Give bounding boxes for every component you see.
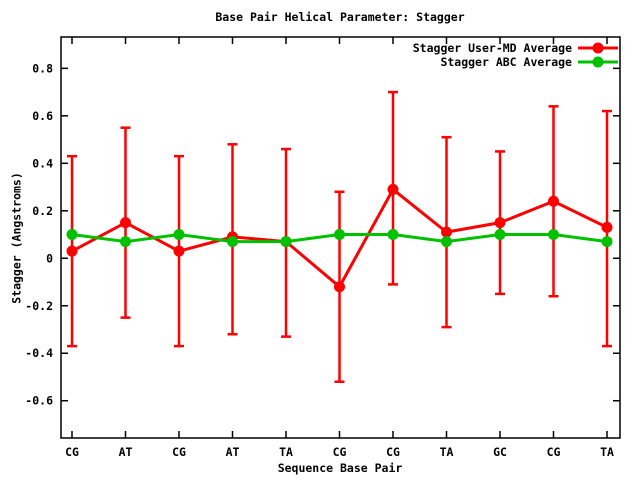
y-tick-label: -0.4 bbox=[25, 346, 53, 360]
data-point-series-1 bbox=[120, 236, 131, 248]
data-point-series-0 bbox=[601, 221, 613, 233]
x-category-label: TA bbox=[440, 445, 454, 459]
data-point-series-0 bbox=[548, 195, 559, 207]
x-category-label: TA bbox=[279, 445, 293, 459]
legend-label: Stagger User-MD Average bbox=[413, 41, 572, 55]
data-point-series-1 bbox=[601, 236, 613, 248]
legend-label: Stagger ABC Average bbox=[440, 55, 572, 69]
chart-title: Base Pair Helical Parameter: Stagger bbox=[215, 10, 465, 24]
y-tick-label: 0.4 bbox=[32, 156, 53, 170]
x-category-label: GC bbox=[493, 445, 507, 459]
y-tick-label: 0.6 bbox=[32, 109, 53, 123]
y-tick-label: 0.8 bbox=[32, 61, 53, 75]
data-point-series-1 bbox=[227, 236, 238, 248]
x-category-label: AT bbox=[119, 445, 133, 459]
data-point-series-0 bbox=[120, 217, 131, 229]
x-category-label: CG bbox=[333, 445, 347, 459]
x-category-label: CG bbox=[65, 445, 79, 459]
y-tick-label: -0.2 bbox=[25, 299, 53, 313]
plot-border bbox=[60, 36, 621, 439]
data-point-series-1 bbox=[441, 236, 452, 248]
data-point-series-1 bbox=[173, 229, 185, 241]
x-category-label: AT bbox=[226, 445, 240, 459]
data-point-series-1 bbox=[387, 229, 399, 241]
x-category-label: CG bbox=[547, 445, 561, 459]
y-tick-label: -0.6 bbox=[25, 394, 53, 408]
data-point-series-1 bbox=[334, 229, 345, 241]
data-point-series-0 bbox=[66, 245, 78, 257]
x-category-label: CG bbox=[172, 445, 186, 459]
data-point-series-0 bbox=[334, 281, 345, 293]
data-point-series-0 bbox=[441, 226, 452, 238]
data-point-series-0 bbox=[387, 183, 399, 195]
data-point-series-1 bbox=[494, 229, 506, 241]
x-category-label: CG bbox=[386, 445, 400, 459]
y-tick-label: 0.2 bbox=[32, 204, 53, 218]
data-point-series-1 bbox=[280, 236, 292, 248]
y-tick-label: 0 bbox=[46, 251, 53, 265]
x-axis-label: Sequence Base Pair bbox=[277, 461, 403, 475]
legend-marker-icon bbox=[592, 42, 604, 54]
data-point-series-0 bbox=[173, 245, 185, 257]
x-category-label: TA bbox=[600, 445, 614, 459]
data-point-series-1 bbox=[548, 229, 559, 241]
data-point-series-0 bbox=[494, 217, 506, 229]
legend-marker-icon bbox=[592, 56, 604, 68]
data-point-series-1 bbox=[66, 229, 78, 241]
